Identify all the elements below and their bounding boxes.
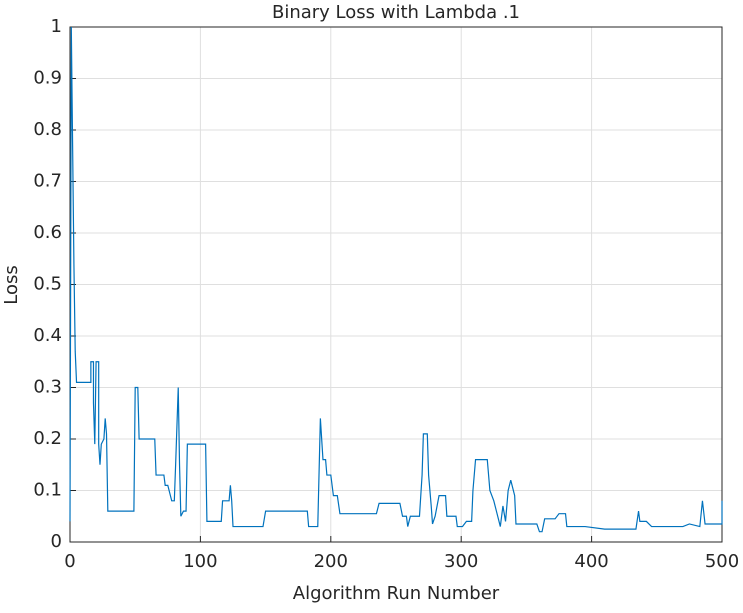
y-tick-label: 0.3 (33, 377, 62, 398)
y-tick-label: 0 (51, 531, 62, 552)
x-tick-label: 0 (64, 551, 75, 572)
y-tick-label: 0.8 (33, 119, 62, 140)
y-tick-label: 1 (51, 16, 62, 37)
y-tick-label: 0.2 (33, 428, 62, 449)
x-tick-label: 100 (183, 551, 217, 572)
y-tick-label: 0.4 (33, 325, 62, 346)
x-tick-label: 500 (705, 551, 739, 572)
y-tick-label: 0.7 (33, 171, 62, 192)
y-tick-label: 0.9 (33, 68, 62, 89)
x-tick-label: 200 (314, 551, 348, 572)
line (69, 26, 723, 533)
y-tick-label: 0.6 (33, 222, 62, 243)
x-axis-label: Algorithm Run Number (293, 583, 500, 604)
y-axis-label: Loss (1, 265, 22, 304)
y-tick-label: 0.1 (33, 480, 62, 501)
axes-box (69, 26, 723, 543)
chart-title: Binary Loss with Lambda .1 (272, 2, 520, 23)
x-tick-label: 400 (574, 551, 608, 572)
y-tick-label: 0.5 (33, 274, 62, 295)
x-tick-label: 300 (444, 551, 478, 572)
